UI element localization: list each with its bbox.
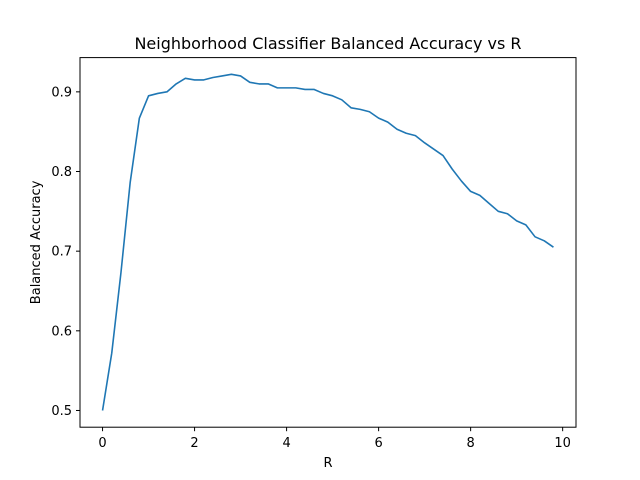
y-tick-label: 0.8 bbox=[51, 165, 72, 180]
y-tick-label: 0.5 bbox=[51, 404, 72, 419]
x-tick-label: 10 bbox=[554, 436, 571, 451]
x-tick-label: 2 bbox=[190, 436, 198, 451]
y-axis-ticks: 0.5 0.6 0.7 0.8 0.9 bbox=[51, 85, 80, 419]
x-tick-label: 4 bbox=[282, 436, 290, 451]
y-tick-label: 0.9 bbox=[51, 85, 72, 100]
plot-area bbox=[80, 57, 576, 428]
x-tick-label: 0 bbox=[98, 436, 106, 451]
data-layer bbox=[101, 73, 554, 411]
series-line bbox=[101, 73, 554, 411]
chart-title: Neighborhood Classifier Balanced Accurac… bbox=[134, 34, 521, 53]
x-tick-label: 8 bbox=[466, 436, 474, 451]
y-axis-label: Balanced Accuracy bbox=[29, 180, 44, 304]
x-axis-ticks: 0 2 4 6 8 10 bbox=[98, 427, 571, 451]
x-tick-label: 6 bbox=[374, 436, 382, 451]
plot-frame bbox=[79, 57, 577, 428]
x-axis-label: R bbox=[323, 456, 332, 471]
y-tick-label: 0.7 bbox=[51, 245, 72, 260]
y-tick-label: 0.6 bbox=[51, 324, 72, 339]
